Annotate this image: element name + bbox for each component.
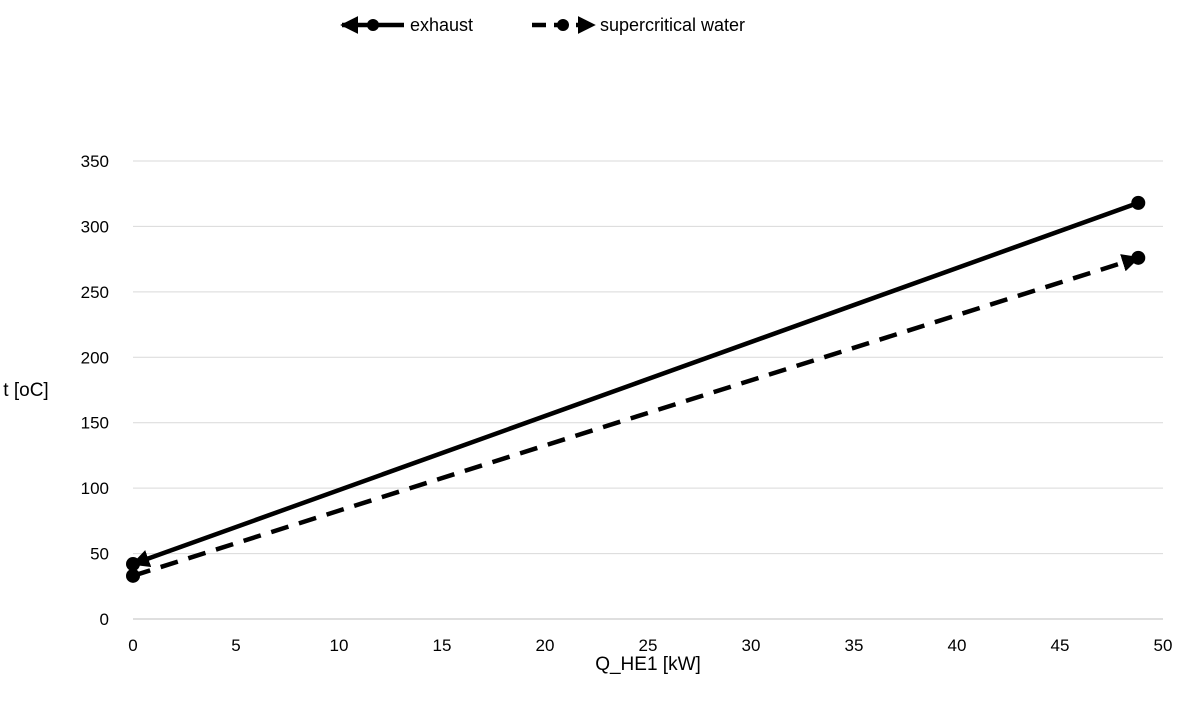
data-point [126,557,140,572]
y-tick-label: 250 [81,283,109,302]
data-point [126,568,140,583]
y-tick-label: 100 [81,479,109,498]
series-group [126,195,1146,583]
legend-item-1: exhaust [340,15,473,35]
x-tick-label: 5 [231,636,240,655]
x-tick-label: 30 [742,636,761,655]
x-tick-label: 15 [433,636,452,655]
y-axis-title: t [oC] [3,380,48,401]
legend-label: exhaust [410,15,473,35]
y-tick-label: 300 [81,217,109,236]
x-tick-label: 40 [948,636,967,655]
y-tick-label: 50 [90,545,109,564]
series-line-1 [131,200,1140,568]
series-line-2 [132,254,1140,578]
y-tick-labels: 0 50 100 150 200 250 300 350 [81,152,109,629]
x-tick-label: 25 [639,636,658,655]
x-tick-label: 50 [1154,636,1173,655]
legend: exhaust supercritical water [340,15,745,35]
x-tick-labels: 0 5 10 15 20 25 30 35 40 45 50 [128,636,1172,655]
y-tick-label: 150 [81,414,109,433]
gridlines [133,160,1163,555]
data-point [1131,195,1146,210]
x-tick-label: 10 [330,636,349,655]
y-tick-label: 0 [100,610,109,629]
x-tick-label: 20 [536,636,555,655]
y-tick-label: 350 [81,152,109,171]
legend-item-2: supercritical water [532,15,745,35]
legend-label: supercritical water [600,15,745,35]
y-tick-label: 200 [81,348,109,367]
data-point [1131,250,1146,265]
x-tick-label: 35 [845,636,864,655]
x-tick-label: 45 [1051,636,1070,655]
legend-marker [557,19,569,31]
x-axis-title: Q_HE1 [kW] [595,654,701,675]
x-tick-label: 0 [128,636,137,655]
legend-marker [367,19,379,31]
